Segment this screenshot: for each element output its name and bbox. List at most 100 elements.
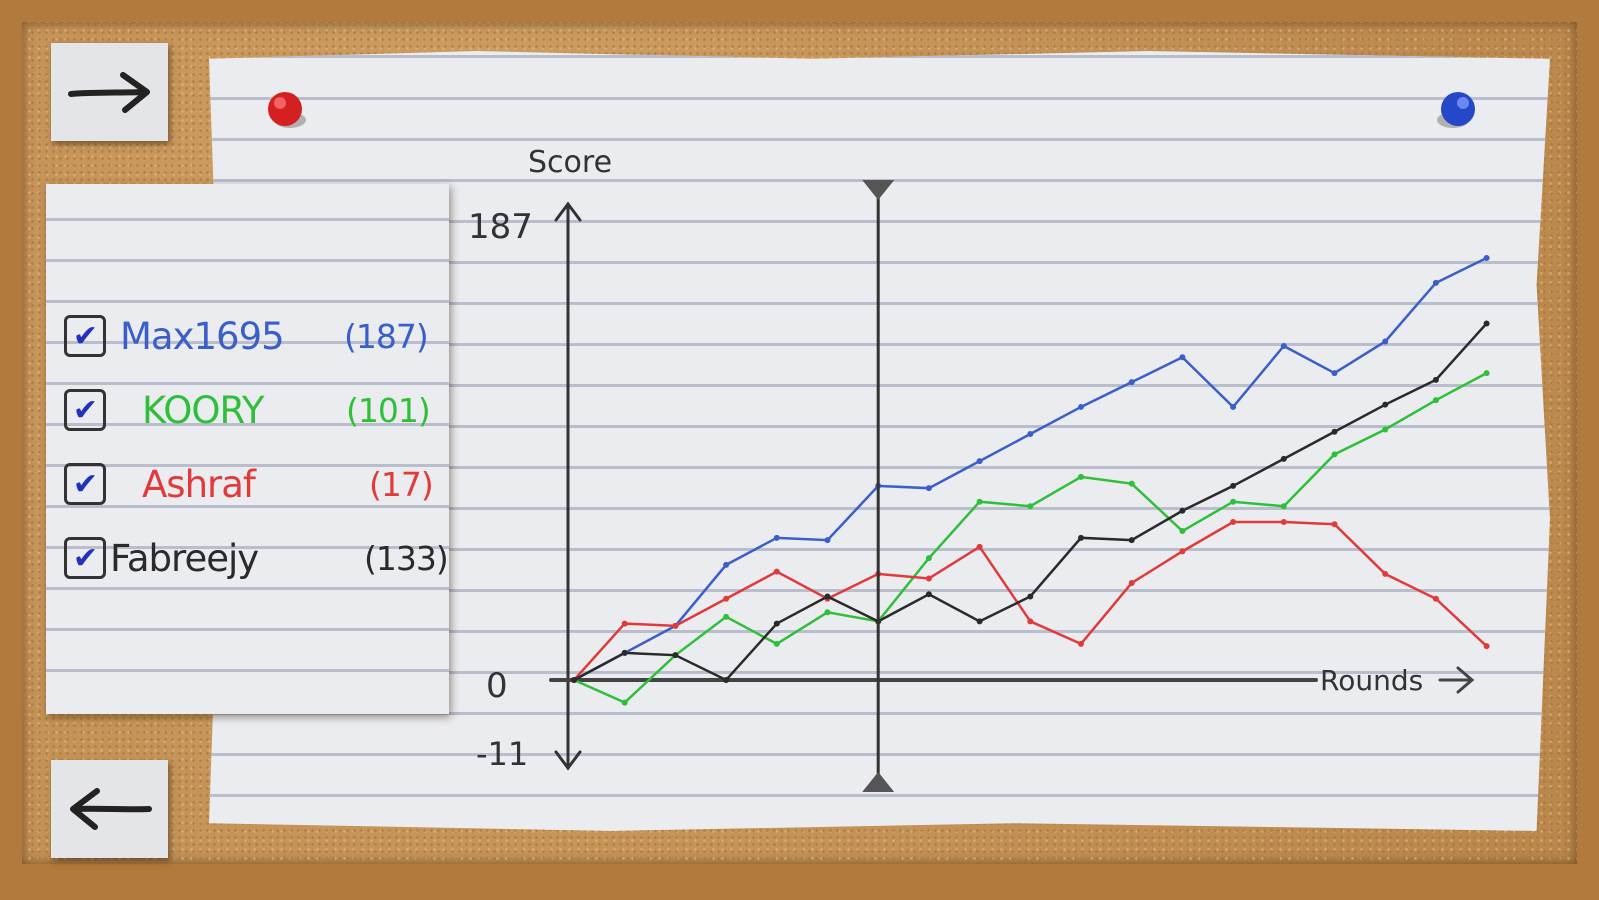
data-point — [1027, 593, 1034, 600]
player-name: KOORY — [142, 388, 264, 432]
data-point — [621, 699, 628, 706]
data-point — [571, 677, 577, 683]
data-point — [1432, 279, 1439, 286]
data-point — [723, 595, 730, 602]
data-point — [1331, 451, 1338, 458]
data-point — [1331, 428, 1338, 435]
player-name: Fabreejy — [110, 536, 259, 580]
data-point — [1128, 379, 1135, 386]
data-point — [1382, 570, 1389, 577]
data-point — [672, 652, 679, 659]
data-point — [1078, 534, 1084, 541]
data-point — [1027, 431, 1034, 438]
x-axis-title: Rounds — [1320, 664, 1423, 697]
blue-pushpin — [1437, 92, 1475, 128]
back-button[interactable] — [51, 760, 168, 858]
player-name: Max1695 — [120, 314, 285, 358]
data-point — [723, 613, 730, 620]
data-point — [925, 591, 932, 598]
data-point — [824, 537, 831, 544]
data-point — [1230, 403, 1237, 410]
red-pushpin — [268, 92, 306, 128]
checkbox-checked[interactable]: ✔ — [64, 389, 106, 431]
data-point — [672, 622, 679, 629]
arrow-left-icon — [69, 788, 152, 830]
data-point — [925, 555, 932, 562]
player-score: (101) — [346, 390, 431, 430]
data-point — [723, 677, 730, 683]
data-point — [1280, 343, 1287, 350]
legend-item-ashraf[interactable]: ✔ Ashraf (17) — [64, 454, 434, 514]
data-point — [1128, 480, 1135, 487]
data-point — [1128, 537, 1135, 544]
checkbox-checked[interactable]: ✔ — [64, 537, 106, 579]
data-point — [1027, 503, 1034, 510]
data-point — [1382, 401, 1389, 408]
series-ashraf — [571, 519, 1490, 683]
data-point — [1432, 595, 1439, 602]
cursor-top-handle[interactable] — [862, 180, 895, 200]
data-point — [925, 485, 932, 492]
data-point — [1483, 643, 1490, 650]
data-point — [1331, 521, 1338, 528]
arrow-right-icon — [67, 72, 150, 113]
data-point — [1230, 519, 1237, 526]
data-point — [723, 561, 730, 568]
data-point — [824, 609, 831, 616]
data-point — [1331, 370, 1338, 377]
y-tick-label-zero: 0 — [486, 666, 508, 706]
data-point — [1179, 354, 1186, 361]
data-point — [1382, 426, 1389, 433]
data-point — [1078, 403, 1084, 410]
legend-panel: ✔ Max1695 (187) ✔ KOORY (101) ✔ Ashraf (… — [46, 184, 449, 714]
series-line — [573, 322, 1488, 682]
forward-button[interactable] — [51, 43, 168, 141]
checkbox-checked[interactable]: ✔ — [64, 463, 106, 505]
data-point — [1280, 503, 1287, 510]
y-axis-title: Score — [528, 145, 612, 180]
y-tick-label-max: 187 — [468, 207, 533, 247]
data-point — [1078, 473, 1084, 480]
data-point — [976, 618, 983, 625]
round-cursor[interactable] — [862, 180, 895, 792]
player-name: Ashraf — [142, 462, 256, 506]
legend-item-fabreejy[interactable]: ✔ Fabreejy (133) — [64, 528, 449, 588]
data-point — [1179, 548, 1186, 555]
series-layer — [571, 255, 1490, 706]
series-fabreejy — [571, 320, 1490, 683]
data-point — [773, 640, 780, 647]
data-point — [1230, 482, 1237, 489]
cursor-bottom-handle[interactable] — [862, 772, 895, 792]
data-point — [1280, 519, 1287, 526]
player-score: (187) — [344, 316, 429, 356]
data-point — [1382, 338, 1389, 345]
y-tick-label-min: -11 — [476, 735, 528, 773]
data-point — [773, 534, 780, 541]
data-point — [1432, 376, 1439, 383]
y-axis — [554, 201, 582, 771]
data-point — [1179, 528, 1186, 535]
data-point — [1432, 397, 1439, 404]
data-point — [773, 620, 780, 627]
data-point — [1483, 320, 1490, 327]
player-score: (133) — [364, 538, 449, 578]
data-point — [1179, 507, 1186, 514]
data-point — [976, 543, 983, 550]
data-point — [621, 620, 628, 627]
data-point — [824, 593, 831, 600]
data-point — [1027, 618, 1034, 625]
legend-item-koory[interactable]: ✔ KOORY (101) — [64, 380, 431, 440]
series-koory — [571, 370, 1490, 706]
data-point — [1483, 370, 1490, 377]
data-point — [976, 498, 983, 505]
legend-item-max1695[interactable]: ✔ Max1695 (187) — [64, 306, 429, 366]
data-point — [1230, 498, 1237, 505]
data-point — [1078, 640, 1084, 647]
player-score: (17) — [369, 464, 434, 504]
checkbox-checked[interactable]: ✔ — [64, 315, 106, 357]
data-point — [621, 649, 628, 656]
data-point — [1280, 455, 1287, 462]
data-point — [1128, 579, 1135, 586]
series-line — [573, 256, 1488, 682]
